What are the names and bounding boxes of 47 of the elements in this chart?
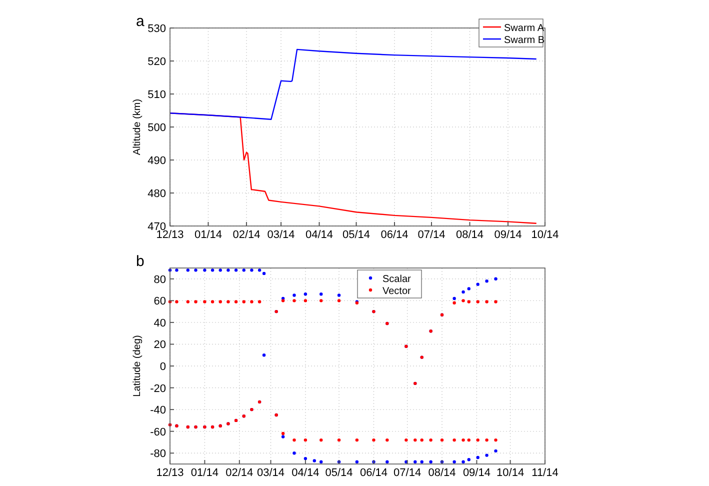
x-tick-label: 07/14 — [418, 229, 446, 241]
x-tick-label: 10/14 — [496, 467, 524, 479]
y-tick-label: -20 — [150, 382, 166, 395]
x-tick-label: 04/14 — [305, 229, 334, 241]
x-tick-label: 11/14 — [532, 467, 558, 479]
x-tick-label: 01/14 — [194, 229, 222, 241]
x-tick-label: 02/14 — [226, 467, 254, 479]
x-tick-label: 09/14 — [462, 467, 490, 479]
x-tick-label: 09/14 — [494, 229, 522, 241]
y-tick-label: 0 — [160, 361, 166, 373]
legend-label: Scalar — [382, 274, 412, 285]
x-tick-label: 08/14 — [428, 467, 456, 479]
y-tick-label: -40 — [150, 404, 166, 417]
y-tick-label: 40 — [154, 317, 166, 330]
line-series — [169, 48, 537, 120]
x-tick-label: 04/14 — [292, 467, 320, 479]
x-tick-label: 03/14 — [256, 467, 285, 479]
y-tick-label: 530 — [148, 23, 166, 35]
y-tick-label: -80 — [150, 448, 166, 460]
x-tick-label: 01/14 — [190, 467, 218, 479]
y-tick-label: 60 — [154, 296, 166, 308]
x-tick-label: 05/14 — [325, 467, 353, 479]
chart-title: a — [136, 13, 145, 30]
legend-label: Swarm B — [504, 35, 545, 46]
y-tick-label: -60 — [150, 426, 166, 438]
x-tick-label: 12/13 — [156, 467, 184, 479]
y-tick-label: 500 — [148, 122, 166, 134]
y-axis-title: Altitude (km) — [132, 98, 143, 156]
legend-label: Swarm A — [504, 23, 544, 34]
legend-label: Vector — [382, 286, 412, 297]
x-tick-label: 08/14 — [456, 229, 484, 241]
chart-title: b — [136, 253, 144, 270]
y-tick-label: 80 — [154, 274, 166, 286]
y-tick-label: 520 — [148, 56, 166, 68]
y-tick-label: 480 — [148, 188, 166, 200]
x-tick-label: 12/13 — [156, 229, 184, 241]
x-tick-label: 07/14 — [394, 467, 422, 479]
x-tick-label: 06/14 — [380, 229, 408, 241]
x-tick-label: 10/14 — [531, 229, 559, 241]
x-tick-label: 03/14 — [267, 229, 295, 241]
x-tick-label: 05/14 — [342, 229, 370, 241]
x-tick-label: 02/14 — [232, 229, 260, 241]
y-axis-title: Latitude (deg) — [132, 335, 143, 397]
x-tick-label: 06/14 — [360, 467, 388, 479]
y-tick-label: 510 — [148, 89, 166, 101]
y-tick-label: 490 — [148, 155, 166, 167]
y-tick-label: 20 — [154, 339, 166, 352]
